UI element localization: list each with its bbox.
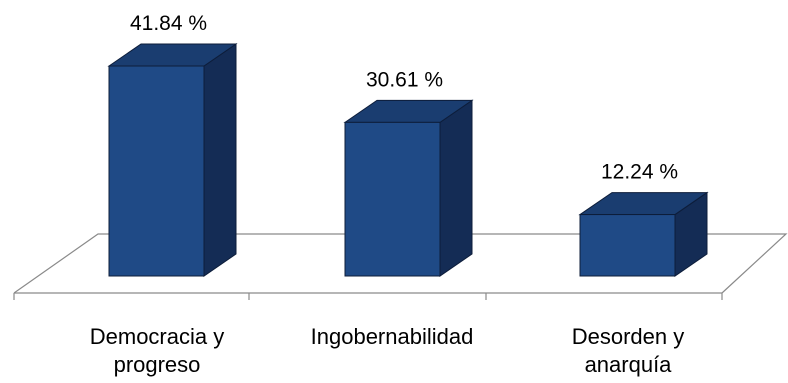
value-label-1: 30.61 % [366, 68, 443, 91]
bars-group [107, 43, 709, 277]
value-labels-group: 41.84 % 30.61 % 12.24 % [130, 12, 678, 184]
bar-side-face [203, 43, 237, 277]
value-label-2: 12.24 % [601, 161, 678, 184]
bar-2 [578, 191, 709, 277]
bar-front-face [344, 121, 441, 277]
category-label-democracia: Democracia y progreso [89, 324, 225, 377]
bar-front-face [108, 65, 205, 277]
bar-0 [107, 43, 238, 277]
value-label-0: 41.84 % [130, 12, 207, 35]
category-label-ingobernabilidad: Ingobernabilidad [310, 324, 474, 349]
bar-front-face [579, 214, 676, 277]
bar-side-face [439, 99, 473, 277]
bar-1 [343, 99, 474, 277]
category-label-desorden: Desorden y anarquía [571, 324, 685, 377]
